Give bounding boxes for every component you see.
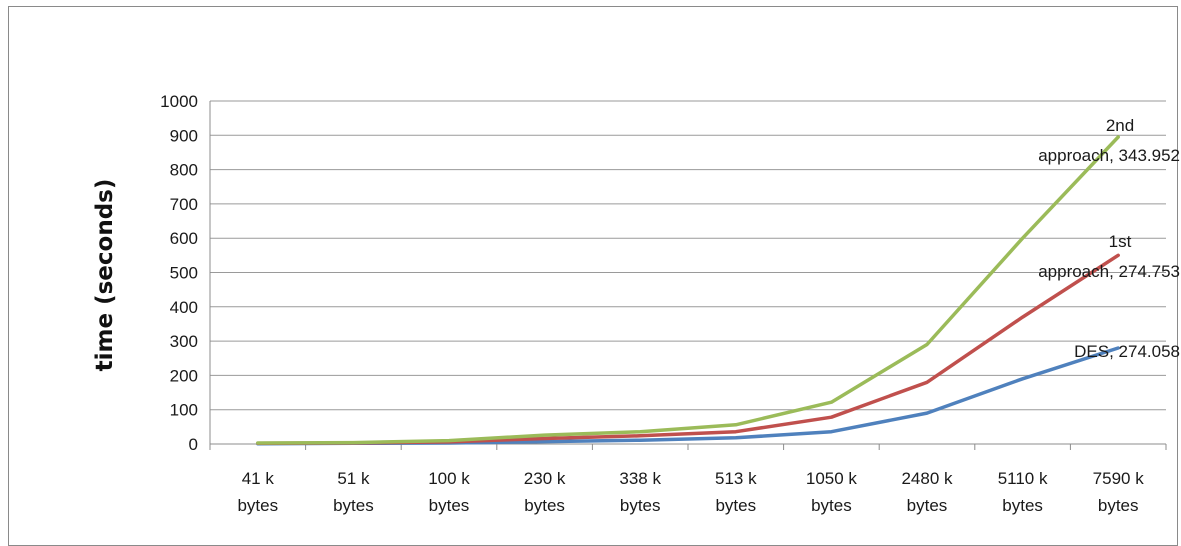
x-tick-label: 230 k — [524, 469, 566, 488]
y-tick-label: 100 — [170, 401, 198, 420]
series-line-3 — [256, 135, 1120, 445]
x-axis: 41 k bytes 51 k bytes 100 k bytes 230 k bytes 33… — [209, 443, 1167, 515]
y-tick-label: 0 — [189, 435, 198, 454]
series-lines — [256, 135, 1120, 446]
x-tick-label: bytes — [715, 496, 756, 515]
chart-frame — [8, 6, 1178, 546]
x-tick-label: 2480 k — [901, 469, 953, 488]
x-tick-label: 7590 k — [1093, 469, 1145, 488]
grid-lines — [210, 100, 1166, 445]
y-tick-label: 800 — [170, 161, 198, 180]
x-tick-label: 1050 k — [806, 469, 858, 488]
data-label-series-2: approach, 274.753 — [1038, 262, 1180, 281]
x-tick-label: bytes — [907, 496, 948, 515]
data-label-series-1: DES, 274.058 — [1074, 342, 1180, 361]
x-tick-label: bytes — [333, 496, 374, 515]
x-tick-label: bytes — [1098, 496, 1139, 515]
x-tick-label: 41 k — [242, 469, 275, 488]
data-labels: DES, 274.058 1st approach, 274.753 2nd appro… — [1038, 116, 1180, 361]
data-label-series-3: approach, 343.952 — [1038, 146, 1180, 165]
x-tick-label: 5110 k — [998, 469, 1048, 488]
data-label-series-2: 1st — [1109, 232, 1132, 251]
x-tick-label: 51 k — [337, 469, 370, 488]
x-tick-label: 513 k — [715, 469, 757, 488]
y-tick-label: 400 — [170, 298, 198, 317]
x-tick-label: bytes — [1002, 496, 1043, 515]
x-tick-label: 338 k — [619, 469, 661, 488]
y-tick-label: 500 — [170, 264, 198, 283]
x-tick-label: bytes — [429, 496, 470, 515]
y-tick-label: 900 — [170, 126, 198, 145]
x-tick-label: bytes — [237, 496, 278, 515]
x-tick-label: bytes — [620, 496, 661, 515]
y-axis: 0 100 200 300 400 500 600 700 800 900 1000 — [160, 92, 211, 454]
y-tick-label: 600 — [170, 229, 198, 248]
y-axis-label: time (seconds) — [92, 179, 118, 372]
data-label-series-3: 2nd — [1106, 116, 1134, 135]
x-tick-label: 100 k — [428, 469, 470, 488]
series-line-2 — [256, 253, 1120, 446]
y-tick-label: 1000 — [160, 92, 198, 111]
y-tick-label: 300 — [170, 332, 198, 351]
y-tick-label: 200 — [170, 366, 198, 385]
x-tick-label: bytes — [524, 496, 565, 515]
x-tick-label: bytes — [811, 496, 852, 515]
y-tick-label: 700 — [170, 195, 198, 214]
